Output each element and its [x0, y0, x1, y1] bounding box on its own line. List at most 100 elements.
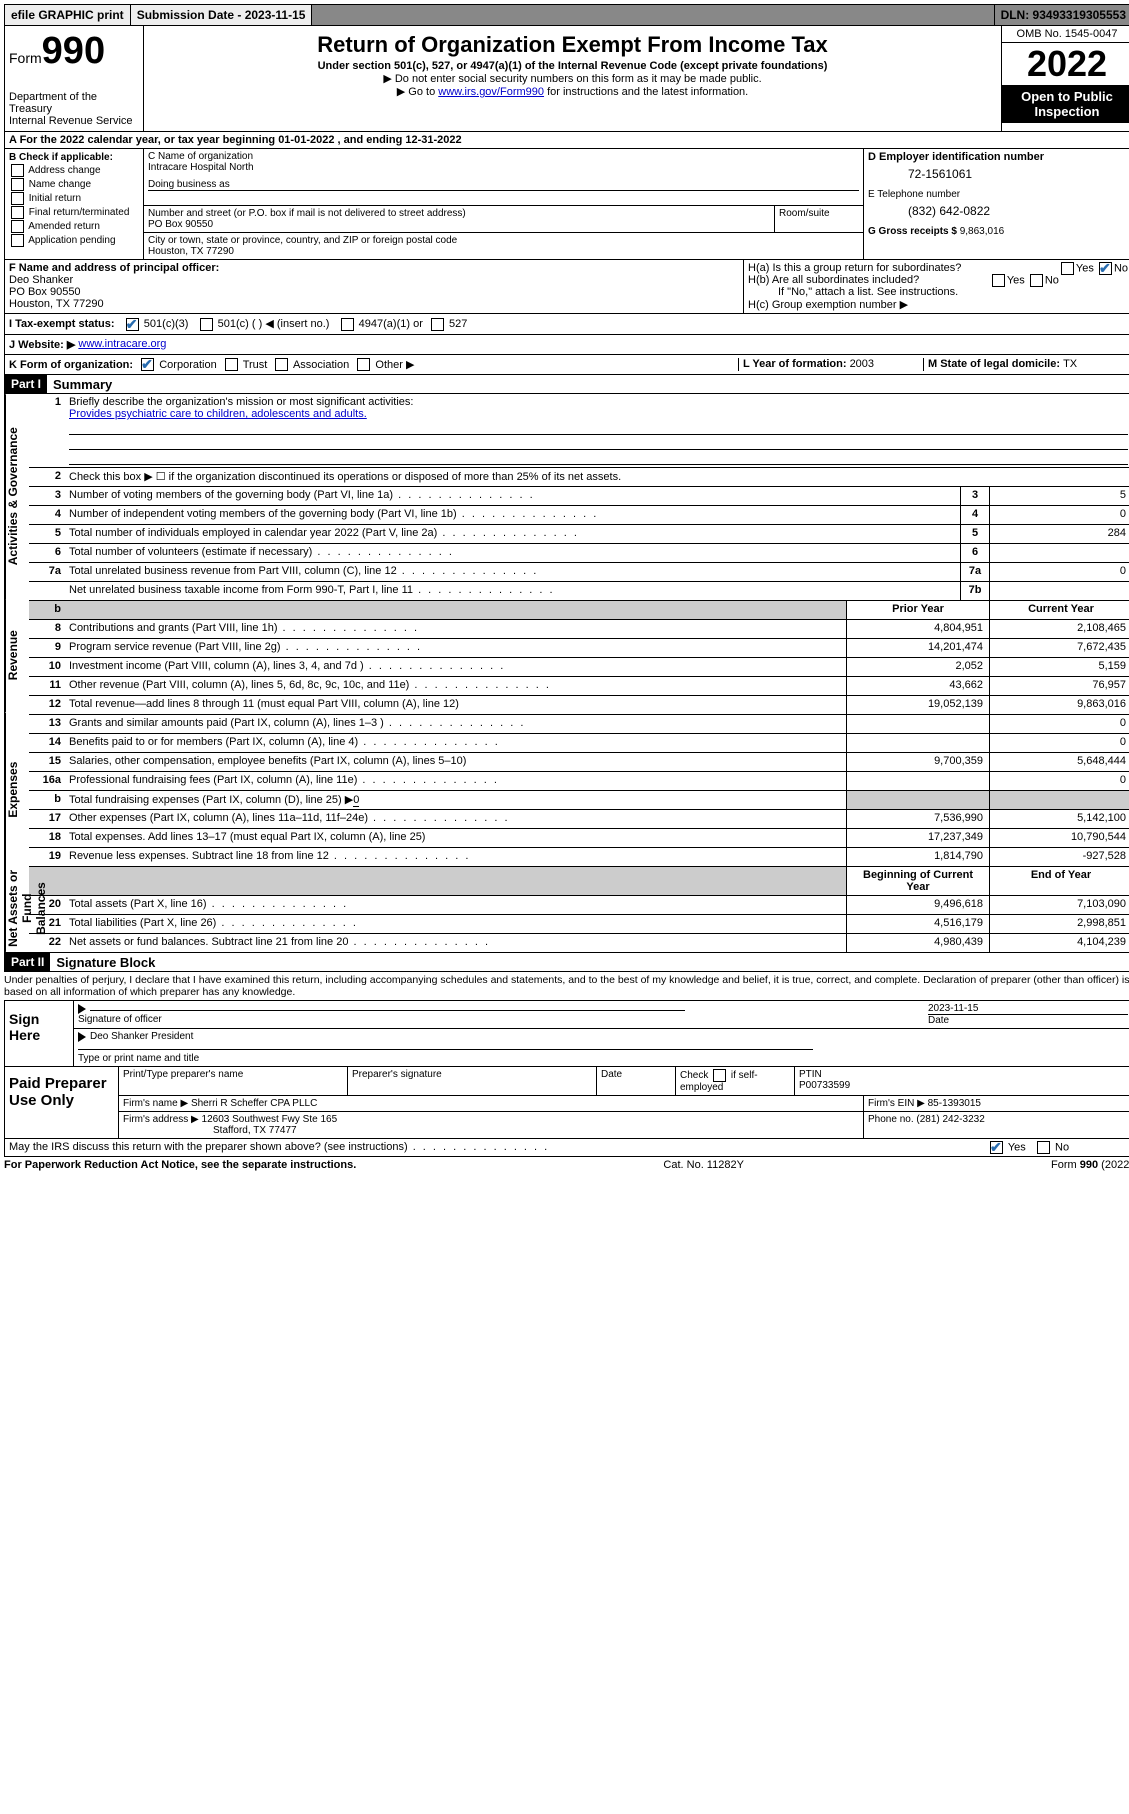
- row-j: J Website: ▶ www.intracare.org: [4, 335, 1129, 355]
- chk-final-return[interactable]: [11, 206, 24, 219]
- form-header: Form990 Department of the Treasury Inter…: [4, 26, 1129, 132]
- top-bar: efile GRAPHIC print Submission Date - 20…: [4, 4, 1129, 26]
- chk-hb-no[interactable]: [1030, 274, 1043, 287]
- lbl-amended: Amended return: [28, 221, 100, 232]
- line9-text: Program service revenue (Part VIII, line…: [65, 639, 846, 657]
- c12: 9,863,016: [989, 696, 1129, 714]
- p14: [846, 734, 989, 752]
- p11: 43,662: [846, 677, 989, 695]
- chk-trust[interactable]: [225, 358, 238, 371]
- chk-ha-no[interactable]: [1099, 262, 1112, 275]
- chk-hb-yes[interactable]: [992, 274, 1005, 287]
- chk-501c[interactable]: [200, 318, 213, 331]
- l-label: L Year of formation:: [743, 358, 850, 370]
- chk-other[interactable]: [357, 358, 370, 371]
- line3-val: 5: [989, 487, 1129, 505]
- chk-initial-return[interactable]: [11, 192, 24, 205]
- line4-val: 0: [989, 506, 1129, 524]
- form-title: Return of Organization Exempt From Incom…: [148, 32, 997, 58]
- chk-discuss-no[interactable]: [1037, 1141, 1050, 1154]
- c11: 76,957: [989, 677, 1129, 695]
- line7a-val: 0: [989, 563, 1129, 581]
- entity-block: B Check if applicable: Address change Na…: [4, 149, 1129, 260]
- form-subtitle: Under section 501(c), 527, or 4947(a)(1)…: [148, 60, 997, 72]
- line1-label: Briefly describe the organization's miss…: [69, 396, 413, 408]
- p22: 4,980,439: [846, 934, 989, 952]
- p12: 19,052,139: [846, 696, 989, 714]
- prep-date-hdr: Date: [597, 1067, 676, 1095]
- irs-link[interactable]: www.irs.gov/Form990: [438, 86, 544, 98]
- line6-text: Total number of volunteers (estimate if …: [65, 544, 960, 562]
- dln-label: DLN: 93493319305553: [995, 5, 1129, 25]
- side-governance: Activities & Governance: [5, 394, 30, 599]
- p18: 17,237,349: [846, 829, 989, 847]
- ein-label: D Employer identification number: [868, 151, 1128, 163]
- sign-here-block: Sign Here Signature of officer 2023-11-1…: [4, 1000, 1129, 1067]
- line4-text: Number of independent voting members of …: [65, 506, 960, 524]
- c8: 2,108,465: [989, 620, 1129, 638]
- officer-addr1: PO Box 90550: [9, 286, 81, 298]
- lbl-yes: Yes: [1076, 262, 1094, 274]
- chk-501c3[interactable]: [126, 318, 139, 331]
- chk-assoc[interactable]: [275, 358, 288, 371]
- lbl-501c3: 501(c)(3): [144, 318, 189, 330]
- lbl-4947: 4947(a)(1) or: [359, 318, 423, 330]
- firm-name: Sherri R Scheffer CPA PLLC: [191, 1098, 317, 1109]
- col-b-title: B Check if applicable:: [9, 152, 139, 163]
- lbl-app-pending: Application pending: [28, 235, 115, 246]
- mission-text[interactable]: Provides psychiatric care to children, a…: [69, 408, 367, 420]
- line14-text: Benefits paid to or for members (Part IX…: [65, 734, 846, 752]
- side-expenses: Expenses: [5, 713, 30, 866]
- paid-preparer-label: Paid Preparer Use Only: [5, 1067, 119, 1138]
- org-street: PO Box 90550: [148, 219, 770, 230]
- prep-name-hdr: Print/Type preparer's name: [119, 1067, 348, 1095]
- row-a-period: A For the 2022 calendar year, or tax yea…: [4, 132, 1129, 149]
- part-ii-title: Signature Block: [50, 955, 155, 970]
- chk-address-change[interactable]: [11, 164, 24, 177]
- lbl-discuss-no: No: [1055, 1142, 1069, 1154]
- chk-ha-yes[interactable]: [1061, 262, 1074, 275]
- part-i-header: Part I Summary: [4, 375, 1129, 394]
- chk-self-employed[interactable]: [713, 1069, 726, 1082]
- line8-text: Contributions and grants (Part VIII, lin…: [65, 620, 846, 638]
- hdr-end: End of Year: [989, 867, 1129, 895]
- c13: 0: [989, 715, 1129, 733]
- org-city: Houston, TX 77290: [148, 246, 859, 257]
- c18: 10,790,544: [989, 829, 1129, 847]
- efile-print-button[interactable]: efile GRAPHIC print: [5, 5, 131, 25]
- i-label: I Tax-exempt status:: [9, 318, 115, 330]
- firm-ein: 85-1393015: [928, 1098, 981, 1109]
- line15-text: Salaries, other compensation, employee b…: [65, 753, 846, 771]
- ha-label: H(a) Is this a group return for subordin…: [748, 262, 961, 274]
- line19-text: Revenue less expenses. Subtract line 18 …: [65, 848, 846, 866]
- chk-app-pending[interactable]: [11, 234, 24, 247]
- line12-text: Total revenue—add lines 8 through 11 (mu…: [65, 696, 846, 714]
- row-i: I Tax-exempt status: 501(c)(3) 501(c) ( …: [4, 314, 1129, 335]
- website-link[interactable]: www.intracare.org: [78, 338, 166, 351]
- col-b-checkboxes: B Check if applicable: Address change Na…: [5, 149, 144, 259]
- chk-name-change[interactable]: [11, 178, 24, 191]
- dept-label: Department of the Treasury: [9, 91, 139, 115]
- chk-corp[interactable]: [141, 358, 154, 371]
- side-revenue: Revenue: [5, 599, 30, 712]
- f-label: F Name and address of principal officer:: [9, 262, 219, 274]
- chk-discuss-yes[interactable]: [990, 1141, 1003, 1154]
- omb-number: OMB No. 1545-0047: [1002, 26, 1129, 43]
- suite-label: Room/suite: [774, 206, 863, 232]
- sign-here-label: Sign Here: [5, 1001, 74, 1066]
- dba-label: Doing business as: [148, 179, 859, 191]
- chk-amended[interactable]: [11, 220, 24, 233]
- ptin-label: PTIN: [799, 1069, 822, 1080]
- line6-val: [989, 544, 1129, 562]
- chk-4947[interactable]: [341, 318, 354, 331]
- chk-527[interactable]: [431, 318, 444, 331]
- org-name: Intracare Hospital North: [148, 162, 859, 173]
- lbl-initial-return: Initial return: [29, 193, 81, 204]
- part-ii-badge: Part II: [5, 953, 50, 971]
- gross-value: 9,863,016: [960, 226, 1005, 237]
- line13-text: Grants and similar amounts paid (Part IX…: [65, 715, 846, 733]
- sig-officer-label: Signature of officer: [78, 1014, 162, 1025]
- lbl-501c: 501(c) ( ) ◀ (insert no.): [218, 318, 330, 330]
- c21: 2,998,851: [989, 915, 1129, 933]
- officer-name: Deo Shanker: [9, 274, 73, 286]
